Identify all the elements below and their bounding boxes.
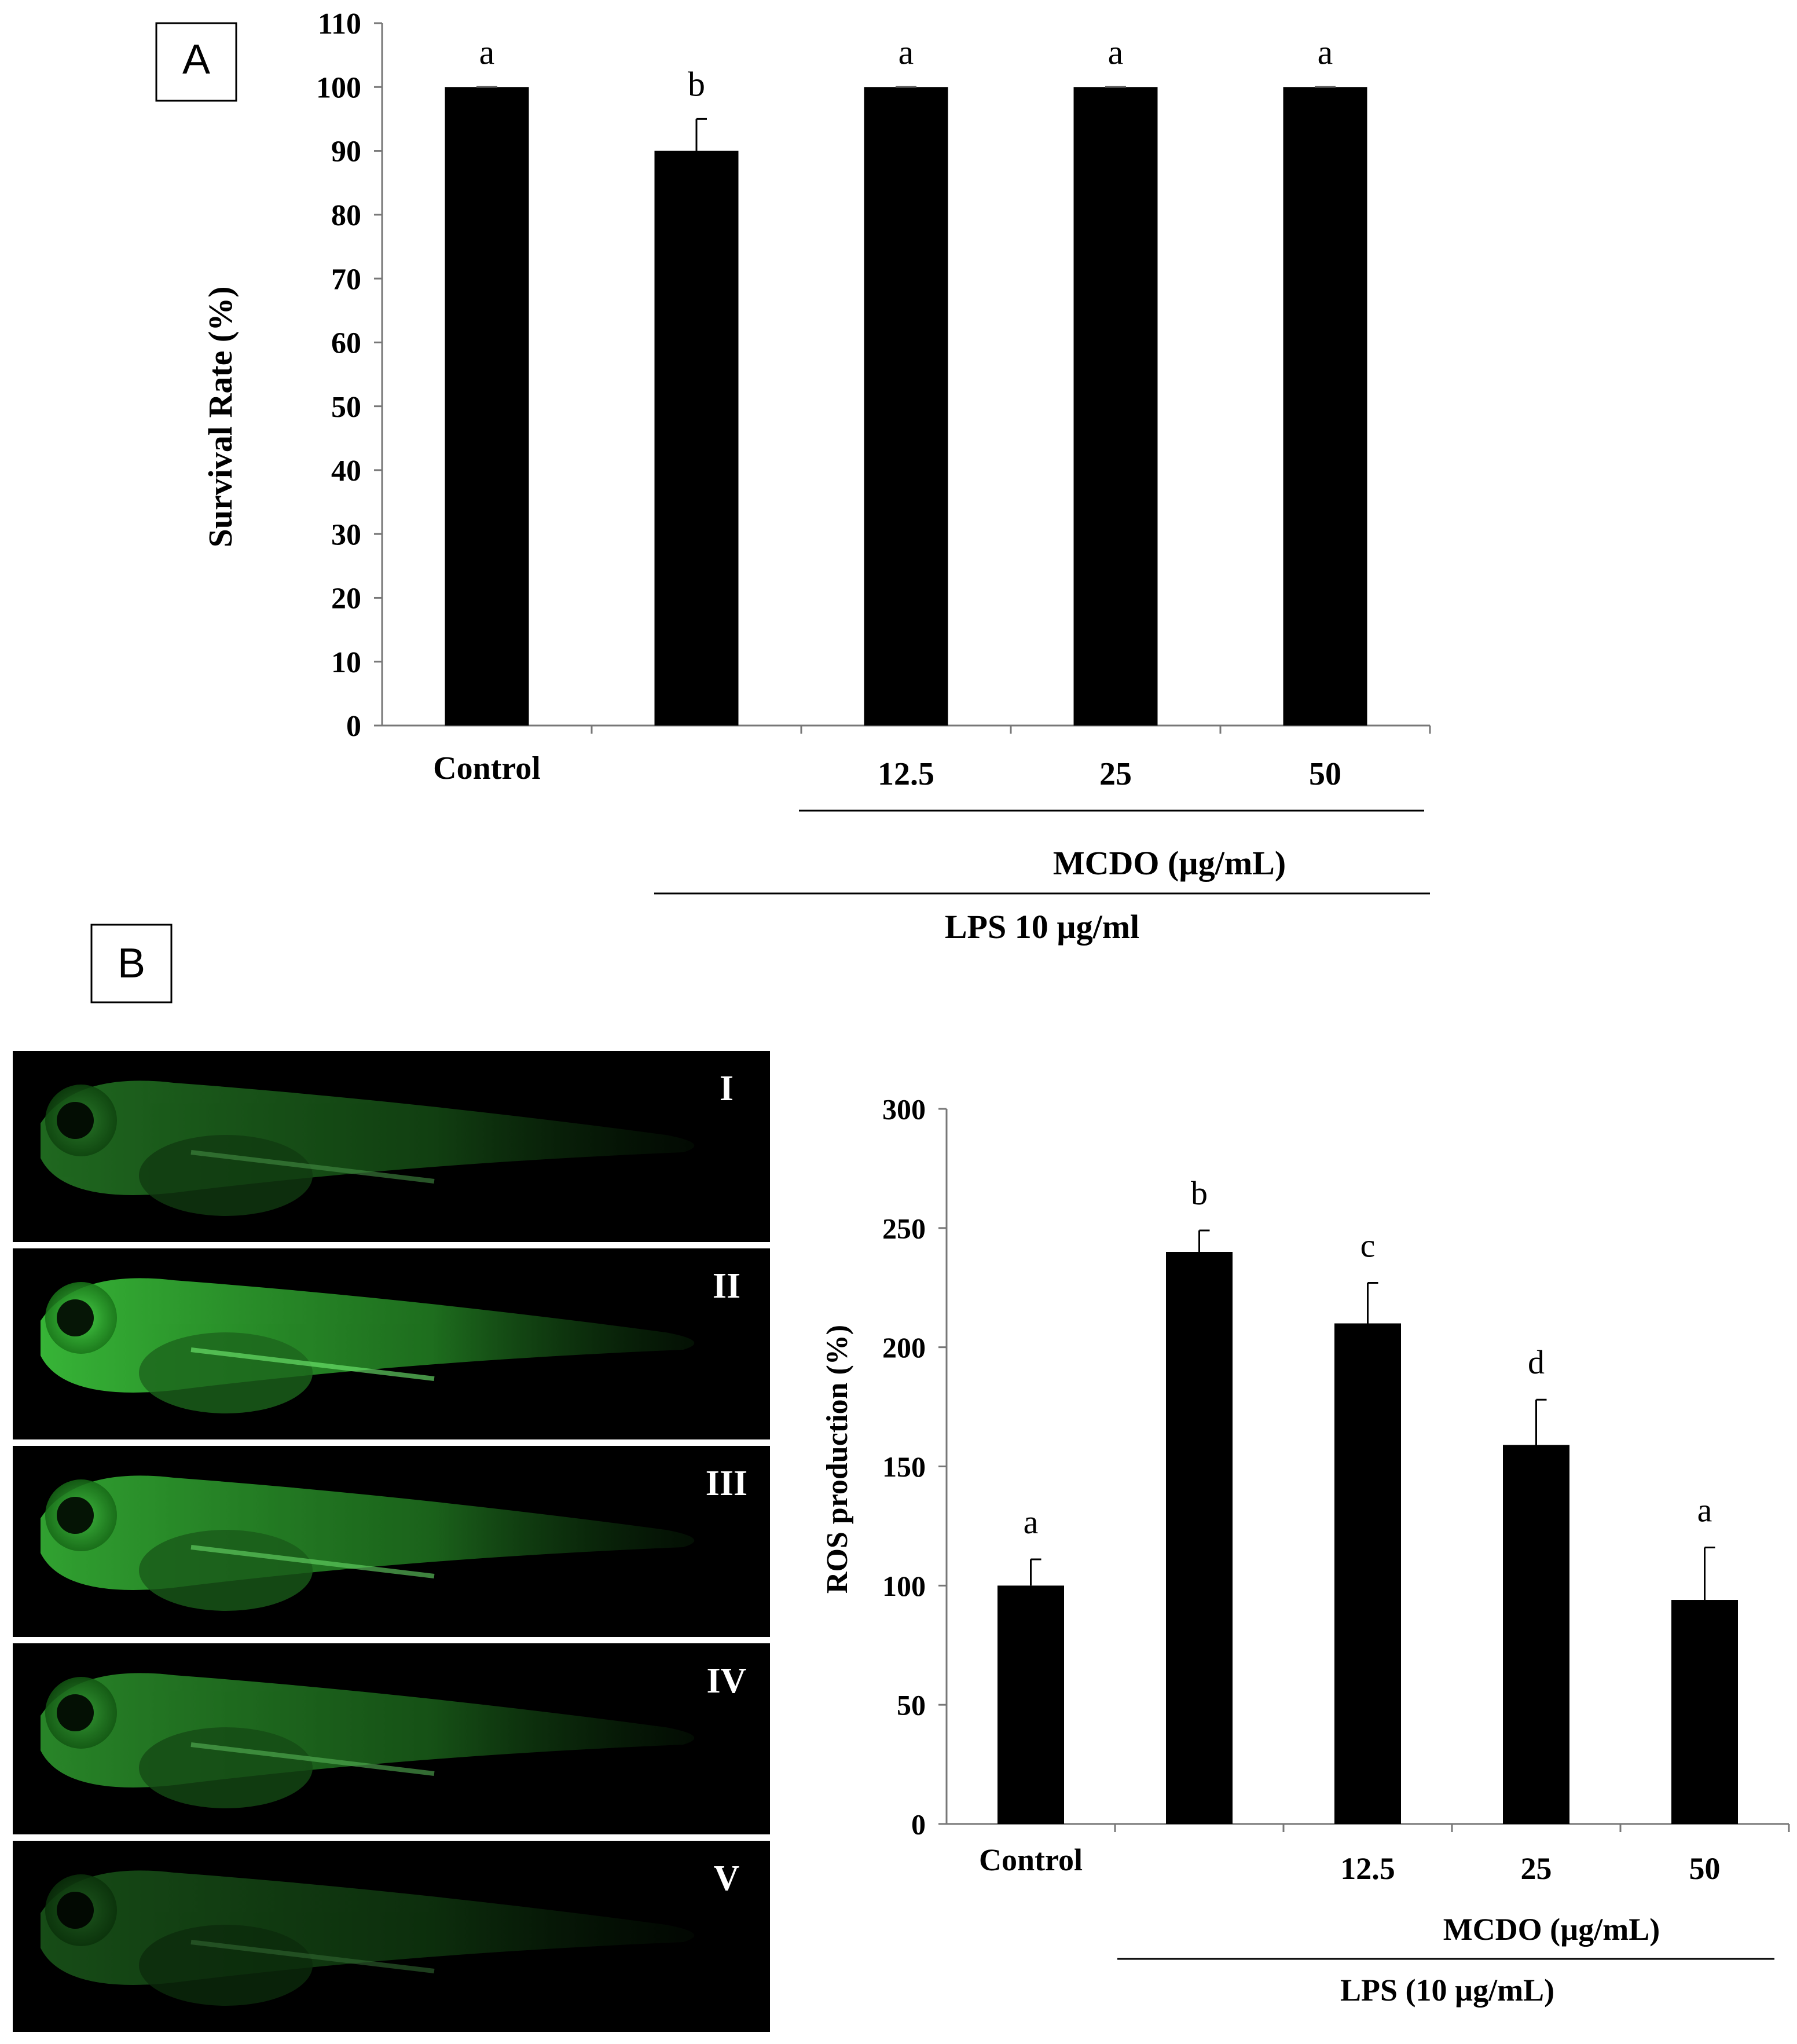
panel-b-group-label-inner: MCDO (µg/mL) [1443, 1912, 1660, 1947]
panel-b: B I [13, 924, 1790, 2032]
zebrafish-larva-shape [41, 1080, 695, 1216]
zebrafish-image-2: II [13, 1248, 770, 1439]
category-label: 25 [1521, 1851, 1552, 1886]
image-label: V [714, 1859, 740, 1898]
significance-letter: c [1360, 1227, 1376, 1265]
significance-letter: a [1108, 33, 1124, 71]
panel-a-label: A [182, 36, 210, 83]
y-tick-label: 10 [331, 646, 361, 679]
y-tick-label: 250 [882, 1212, 926, 1244]
y-tick-label: 30 [331, 518, 361, 551]
panel-a-label-box [155, 22, 237, 102]
bar [445, 87, 529, 726]
zebrafish-image-3: III [13, 1446, 770, 1637]
y-tick-label: 80 [331, 199, 361, 232]
image-label: II [713, 1266, 740, 1306]
y-tick-label: 90 [331, 135, 361, 168]
panel-b-label-box [90, 924, 173, 1003]
y-tick-label: 20 [331, 583, 361, 616]
category-label: Control [979, 1842, 1083, 1877]
zebrafish-image-5: V [13, 1841, 770, 2032]
image-label: I [720, 1069, 734, 1108]
panel-b-chart: ROS production (%) MCDO (µg/mL) LPS (10 … [821, 1093, 1790, 2008]
panel-a-y-axis-label: Survival Rate (%) [201, 286, 239, 547]
y-tick-label: 0 [911, 1808, 926, 1841]
significance-letter: b [688, 65, 705, 103]
y-tick-label: 100 [316, 71, 361, 104]
zebrafish-larva-shape [41, 1673, 695, 1808]
category-label: 50 [1309, 756, 1341, 792]
image-label: III [706, 1464, 747, 1503]
significance-letter: a [1318, 33, 1333, 71]
category-label: 25 [1099, 756, 1132, 792]
bar [1503, 1445, 1569, 1824]
y-tick-label: 300 [882, 1093, 926, 1126]
y-tick-label: 200 [882, 1331, 926, 1364]
bar [1334, 1323, 1401, 1824]
zebrafish-larva-shape [41, 1870, 695, 2006]
y-tick-label: 70 [331, 263, 361, 296]
category-label: 12.5 [1340, 1851, 1395, 1886]
significance-letter: b [1191, 1174, 1208, 1212]
y-tick-label: 0 [346, 710, 361, 743]
bar [1166, 1252, 1233, 1824]
y-tick-label: 100 [882, 1570, 926, 1602]
bar [654, 151, 739, 726]
significance-letter: a [479, 33, 495, 71]
y-tick-label: 110 [318, 8, 361, 41]
panel-a: A Survival Rate (%) MCDO (µg/mL) LPS 10 … [155, 8, 1431, 946]
bar [864, 87, 948, 726]
y-tick-label: 150 [882, 1450, 926, 1483]
y-tick-label: 60 [331, 327, 361, 360]
bar [1283, 87, 1367, 726]
significance-letter: a [1024, 1503, 1039, 1541]
panel-b-label: B [118, 940, 145, 987]
panel-a-group-label-inner: MCDO (µg/mL) [1053, 844, 1286, 882]
image-label: IV [707, 1661, 747, 1701]
significance-letter: a [1697, 1491, 1712, 1529]
panel-b-group-label-outer: LPS (10 µg/mL) [1340, 1973, 1554, 2008]
zebrafish-image-1: I [13, 1051, 770, 1242]
zebrafish-larva-shape [41, 1278, 695, 1413]
zebrafish-image-4: IV [13, 1643, 770, 1834]
fluorescence-images: I II [13, 1051, 770, 2032]
significance-letter: a [899, 33, 914, 71]
y-tick-label: 40 [331, 455, 361, 488]
significance-letter: d [1528, 1343, 1545, 1381]
category-label: 12.5 [878, 756, 934, 792]
y-tick-label: 50 [331, 391, 361, 424]
bar [997, 1585, 1064, 1824]
category-label: 50 [1689, 1851, 1721, 1886]
panel-b-y-axis-label: ROS production (%) [821, 1325, 854, 1594]
panel-a-chart: Survival Rate (%) MCDO (µg/mL) LPS 10 µg… [201, 8, 1431, 946]
panel-a-group-label-outer: LPS 10 µg/ml [945, 908, 1139, 946]
category-label: Control [433, 750, 541, 786]
zebrafish-larva-shape [41, 1475, 695, 1611]
bar [1671, 1600, 1738, 1824]
bar [1073, 87, 1158, 726]
y-tick-label: 50 [897, 1689, 926, 1721]
